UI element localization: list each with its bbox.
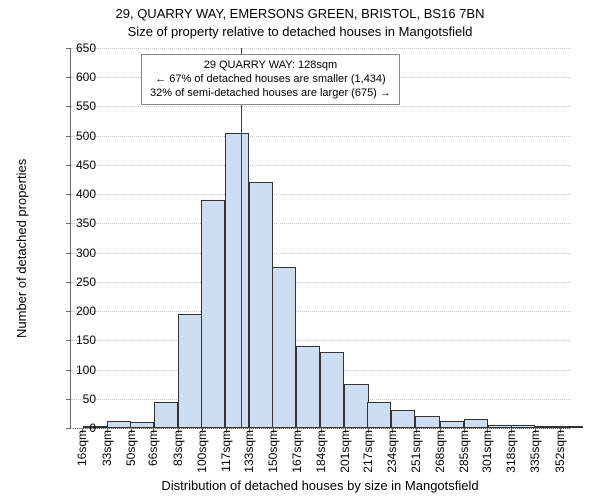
x-tick-label: 201sqm xyxy=(338,430,352,473)
y-tick-label: 0 xyxy=(66,421,96,435)
x-axis-label: Distribution of detached houses by size … xyxy=(70,478,570,493)
y-tick-label: 50 xyxy=(66,392,96,406)
x-tick-label: 167sqm xyxy=(290,430,304,473)
gridline xyxy=(71,106,571,107)
gridline xyxy=(71,136,571,137)
gridline xyxy=(71,253,571,254)
y-tick-label: 300 xyxy=(66,246,96,260)
y-tick-label: 250 xyxy=(66,275,96,289)
x-tick-label: 352sqm xyxy=(553,430,567,473)
histogram-bar xyxy=(201,200,225,428)
gridline xyxy=(71,340,571,341)
x-tick-label: 184sqm xyxy=(314,430,328,473)
y-tick-label: 600 xyxy=(66,70,96,84)
y-tick-label: 350 xyxy=(66,216,96,230)
histogram-bar xyxy=(440,421,464,428)
x-tick-label: 217sqm xyxy=(361,430,375,473)
y-tick-label: 550 xyxy=(66,99,96,113)
histogram-bar xyxy=(488,425,512,428)
gridline xyxy=(71,194,571,195)
gridline xyxy=(71,223,571,224)
x-tick-label: 33sqm xyxy=(100,430,114,466)
x-tick-label: 251sqm xyxy=(409,430,423,473)
histogram-bar xyxy=(535,426,559,428)
histogram-bar xyxy=(249,182,273,428)
x-tick-label: 100sqm xyxy=(195,430,209,473)
y-tick-label: 200 xyxy=(66,304,96,318)
x-tick-label: 335sqm xyxy=(528,430,542,473)
histogram-bar xyxy=(130,422,154,428)
x-tick-label: 16sqm xyxy=(75,430,89,466)
histogram-bar xyxy=(511,425,535,428)
histogram-bar xyxy=(344,384,368,428)
y-tick-label: 650 xyxy=(66,41,96,55)
annotation-line-3: 32% of semi-detached houses are larger (… xyxy=(150,87,391,101)
histogram-bar xyxy=(367,402,391,428)
x-tick-label: 318sqm xyxy=(504,430,518,473)
annotation-box: 29 QUARRY WAY: 128sqm ← 67% of detached … xyxy=(141,54,400,105)
x-tick-label: 117sqm xyxy=(219,430,233,472)
x-tick-label: 133sqm xyxy=(242,430,256,473)
gridline xyxy=(71,282,571,283)
chart-subtitle: Size of property relative to detached ho… xyxy=(0,24,600,39)
histogram-bar xyxy=(415,416,439,428)
x-tick-label: 150sqm xyxy=(266,430,280,473)
x-tick-label: 301sqm xyxy=(480,430,494,473)
y-tick-label: 100 xyxy=(66,363,96,377)
gridline xyxy=(71,311,571,312)
plot-area: 16sqm33sqm50sqm66sqm83sqm100sqm117sqm133… xyxy=(70,48,571,429)
gridline xyxy=(71,48,571,49)
x-tick-label: 268sqm xyxy=(433,430,447,473)
histogram-bar xyxy=(464,419,488,428)
y-tick-label: 500 xyxy=(66,129,96,143)
histogram-bar xyxy=(272,267,296,428)
x-tick-label: 234sqm xyxy=(385,430,399,473)
histogram-bar xyxy=(154,402,178,428)
annotation-line-1: 29 QUARRY WAY: 128sqm xyxy=(150,59,391,73)
histogram-bar xyxy=(559,426,583,428)
chart-container: { "title_line1": "29, QUARRY WAY, EMERSO… xyxy=(0,0,600,500)
histogram-bar xyxy=(296,346,320,428)
histogram-bar xyxy=(107,421,131,428)
y-axis-label: Number of detached properties xyxy=(14,159,29,338)
y-tick-label: 150 xyxy=(66,333,96,347)
histogram-bar xyxy=(178,314,202,428)
y-tick-label: 450 xyxy=(66,158,96,172)
chart-title-address: 29, QUARRY WAY, EMERSONS GREEN, BRISTOL,… xyxy=(0,6,600,21)
gridline xyxy=(71,165,571,166)
histogram-bar xyxy=(225,133,249,428)
x-tick-label: 83sqm xyxy=(171,430,185,466)
annotation-line-2: ← 67% of detached houses are smaller (1,… xyxy=(150,73,391,87)
x-tick-label: 50sqm xyxy=(124,430,138,466)
histogram-bar xyxy=(391,410,415,428)
x-tick-label: 66sqm xyxy=(146,430,160,466)
x-tick-label: 285sqm xyxy=(457,430,471,473)
y-tick-label: 400 xyxy=(66,187,96,201)
histogram-bar xyxy=(320,352,344,428)
